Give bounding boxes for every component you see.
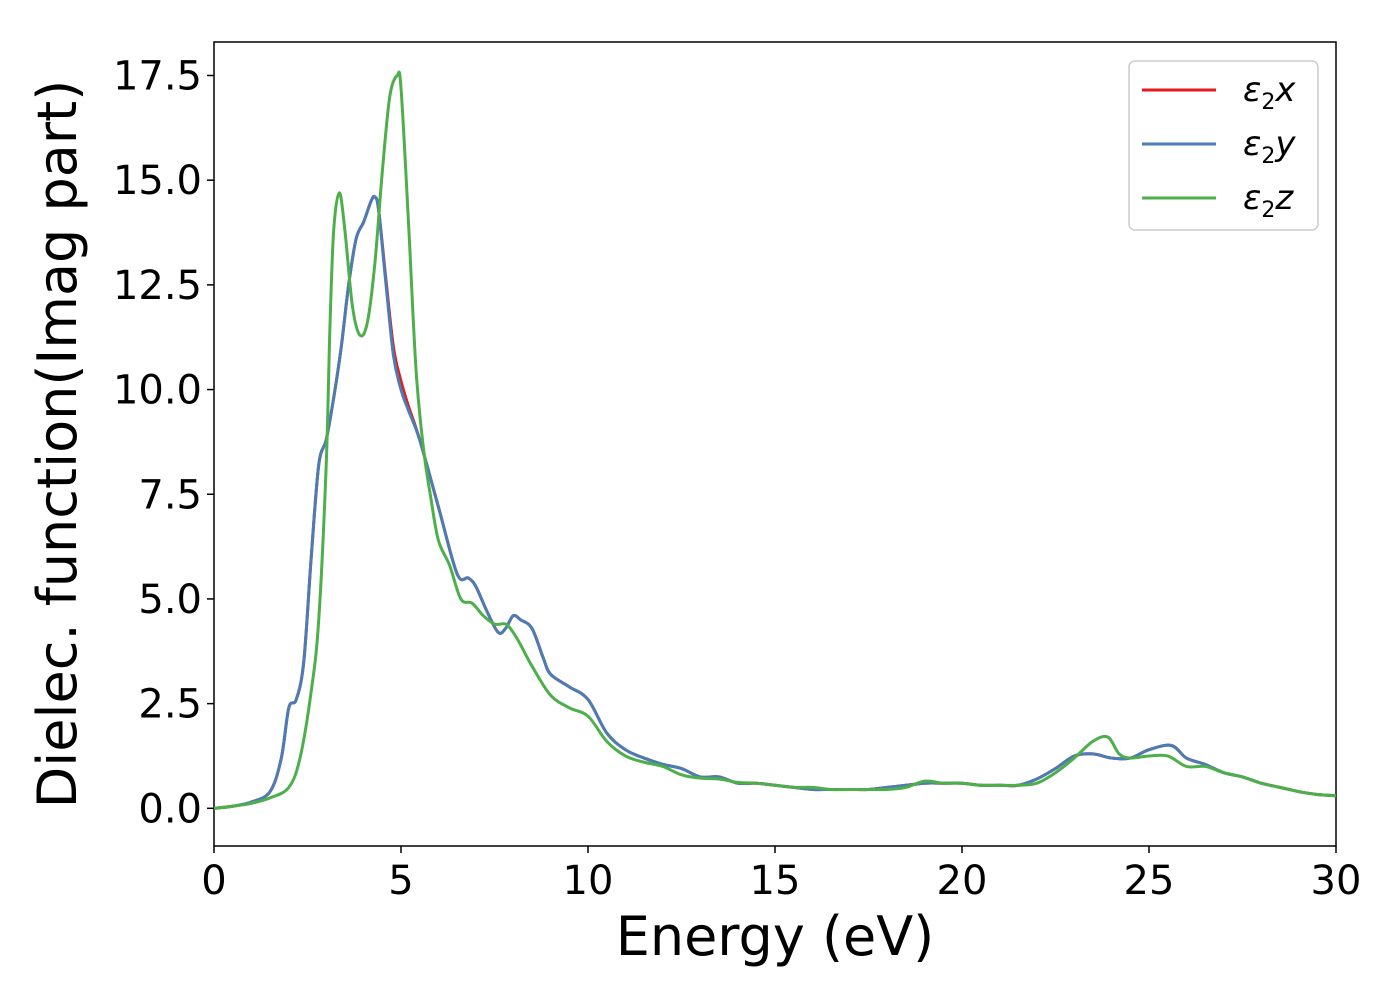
y-axis-ticks: 0.0 2.5 5.0 7.5 10.0 12.5 15.0 17.5	[113, 54, 214, 832]
series-line-2	[214, 194, 1336, 810]
x-tick-label: 10	[563, 858, 614, 904]
y-tick-label: 17.5	[113, 54, 202, 100]
x-axis-ticks: 0 5 10 15 20 25 30	[201, 846, 1361, 904]
x-axis-label: Energy (eV)	[616, 905, 935, 968]
series-line-3	[214, 70, 1336, 810]
legend: ε2x ε2y ε2z	[1128, 60, 1319, 231]
y-tick-label: 5.0	[138, 577, 202, 623]
x-tick-label: 25	[1124, 858, 1175, 904]
lines-layer	[214, 70, 1336, 810]
y-tick-label: 2.5	[138, 682, 202, 728]
legend-label-1: ε2x	[1243, 70, 1296, 115]
x-tick-label: 5	[388, 858, 413, 904]
y-tick-label: 10.0	[113, 368, 202, 414]
legend-label-3: ε2z	[1243, 178, 1294, 223]
x-tick-label: 20	[937, 858, 988, 904]
x-tick-label: 15	[750, 858, 801, 904]
series-line-1	[214, 194, 1336, 810]
legend-label-2: ε2y	[1243, 124, 1296, 169]
y-tick-label: 12.5	[113, 263, 202, 309]
y-tick-label: 15.0	[113, 158, 202, 204]
x-tick-label: 0	[201, 858, 226, 904]
y-tick-label: 0.0	[138, 786, 202, 832]
y-tick-label: 7.5	[138, 472, 202, 518]
x-tick-label: 30	[1311, 858, 1362, 904]
legend-box	[1128, 60, 1319, 231]
y-axis-label: Dielec. function(Imag part)	[26, 80, 89, 809]
